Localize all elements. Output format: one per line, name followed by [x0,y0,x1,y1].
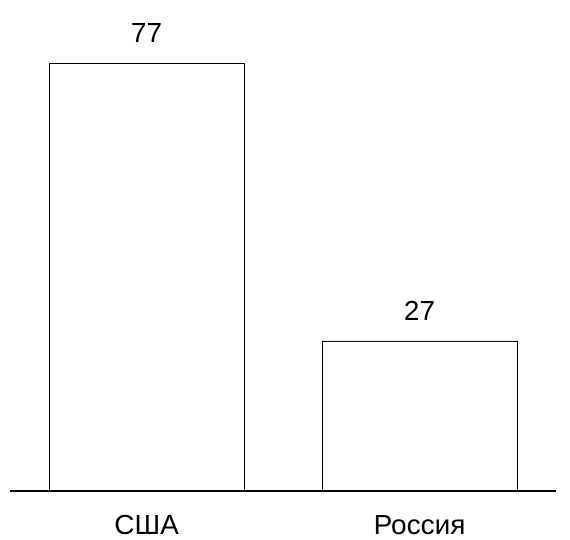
x-tick-label-2: Россия [374,509,466,540]
data-labels-group: 77 27 [131,17,435,326]
x-tick-label-1: США [114,509,179,540]
bars-group [49,63,518,493]
bar-2 [322,340,518,493]
data-label-2: 27 [404,295,435,326]
x-tick-labels-group: США Россия [114,509,465,540]
bar-1 [49,63,245,492]
data-label-1: 77 [131,17,162,48]
